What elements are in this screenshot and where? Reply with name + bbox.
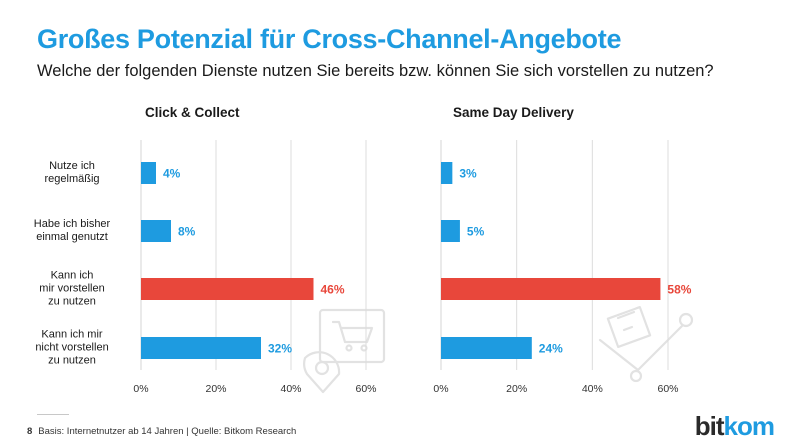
- tick-label: 60%: [657, 383, 678, 395]
- bar: [141, 337, 261, 359]
- tick-label: 20%: [205, 383, 226, 395]
- category-label: Kann ich mir vorstellen zu nutzen: [39, 269, 105, 308]
- bar: [141, 162, 156, 184]
- category-label: Kann ich mir nicht vorstellen zu nutzen: [35, 328, 109, 367]
- bar: [141, 278, 314, 300]
- tick-label: 0%: [433, 383, 448, 395]
- data-label: 3%: [459, 167, 477, 181]
- bar: [441, 337, 532, 359]
- category-label: Nutze ich regelmäßig: [44, 160, 100, 185]
- tick-label: 20%: [506, 383, 527, 395]
- data-label: 24%: [539, 342, 563, 356]
- chart-same-day-delivery: 0% 20% 40% 60% 3% 5% 58% 24%: [433, 140, 692, 395]
- category-label: Habe ich bisher einmal genutzt: [33, 218, 111, 243]
- page-number: 8: [27, 426, 33, 437]
- data-label: 4%: [163, 167, 181, 181]
- tick-label: 60%: [355, 383, 376, 395]
- bar: [441, 162, 453, 184]
- chart-title-same-day-delivery: Same Day Delivery: [453, 105, 574, 120]
- footer-divider: [37, 414, 69, 415]
- source-note: Basis: Internetnutzer ab 14 Jahren | Que…: [38, 426, 297, 437]
- chart-title-click-collect: Click & Collect: [145, 105, 240, 120]
- shopping-cart-location-icon: [303, 308, 386, 394]
- data-label: 32%: [268, 342, 292, 356]
- tick-label: 40%: [280, 383, 301, 395]
- bar: [441, 278, 661, 300]
- footnote: 8 Basis: Internetnutzer ab 14 Jahren | Qu…: [27, 426, 296, 437]
- bar: [141, 220, 171, 242]
- page-title: Großes Potenzial für Cross-Channel-Angeb…: [37, 24, 622, 54]
- data-label: 46%: [321, 283, 345, 297]
- tick-label: 40%: [582, 383, 603, 395]
- bitkom-logo: bitkom: [694, 411, 775, 441]
- hand-truck-box-icon: [598, 305, 694, 383]
- page-subtitle: Welche der folgenden Dienste nutzen Sie …: [37, 62, 714, 80]
- data-label: 58%: [667, 283, 691, 297]
- data-label: 5%: [467, 225, 485, 239]
- chart-click-collect: 0% 20% 40% 60% 4% 8% 46% 32%: [133, 140, 377, 395]
- data-label: 8%: [178, 225, 196, 239]
- bar: [441, 220, 460, 242]
- tick-label: 0%: [133, 383, 148, 395]
